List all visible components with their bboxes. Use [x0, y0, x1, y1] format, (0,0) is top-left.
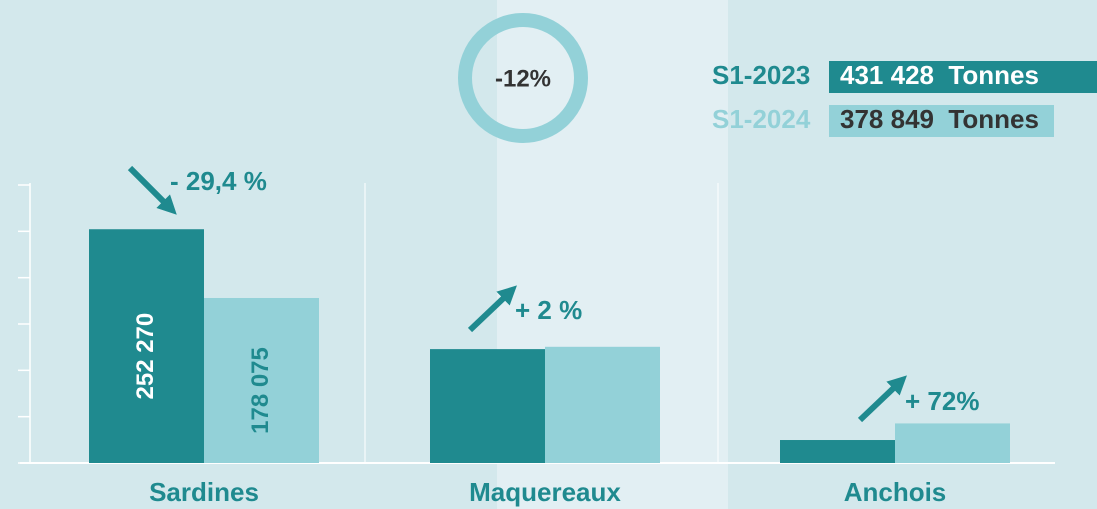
legend-label: S1-2024 [712, 104, 811, 134]
trend-arrow [127, 165, 177, 215]
donut [458, 13, 588, 143]
trend-arrow [857, 375, 907, 423]
bar [204, 297, 319, 463]
legend-total: 378 849 Tonnes [840, 104, 1039, 134]
annotation: + 72% [905, 386, 979, 416]
trend-arrow [467, 285, 517, 333]
bar [895, 423, 1010, 463]
badge: -12% [495, 65, 551, 92]
bar [430, 349, 545, 463]
x-tick-label: Anchois [844, 477, 947, 507]
x-tick-label: Sardines [149, 477, 259, 507]
x-tick-label: Maquereaux [469, 477, 621, 507]
annotation: - 29,4 % [170, 166, 267, 196]
legend-total: 431 428 Tonnes [840, 60, 1039, 90]
annotation: + 2 % [515, 295, 582, 325]
value-label: 178 075 [247, 347, 274, 434]
legend-box [829, 105, 1054, 137]
legend-label: S1-2023 [712, 60, 810, 90]
bar [545, 346, 660, 463]
legend-box [829, 61, 1097, 93]
bar [89, 229, 204, 463]
bar [780, 440, 895, 463]
value-label: 252 270 [132, 313, 159, 400]
